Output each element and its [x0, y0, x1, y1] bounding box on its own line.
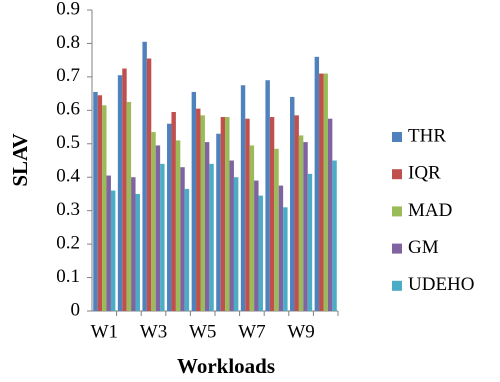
- legend-label: MAD: [408, 200, 452, 221]
- bar: [126, 101, 132, 311]
- bar: [332, 160, 337, 311]
- bar: [323, 73, 328, 312]
- y-tick-label: 0.4: [56, 166, 80, 187]
- y-tick-label: 0.7: [56, 65, 80, 86]
- bar: [171, 112, 176, 311]
- legend-label: THR: [408, 125, 446, 146]
- bar: [167, 123, 172, 311]
- bar: [160, 163, 165, 311]
- bar: [175, 140, 181, 311]
- y-tick-label: 0.6: [56, 99, 80, 120]
- bar: [319, 73, 324, 312]
- y-tick-label: 0.1: [56, 266, 80, 287]
- bar: [102, 105, 107, 311]
- bar: [184, 188, 190, 311]
- bar: [93, 91, 98, 311]
- bar: [142, 41, 147, 312]
- bar: [106, 175, 111, 311]
- bar: [131, 177, 136, 311]
- bar: [135, 193, 140, 311]
- x-tick-label: W5: [189, 321, 216, 342]
- bar: [200, 115, 205, 311]
- bar: [209, 163, 214, 311]
- y-axis-label: SLAV: [8, 133, 32, 186]
- bar: [307, 173, 313, 311]
- bar: [290, 96, 295, 311]
- x-tick-label: W3: [140, 321, 167, 342]
- bar: [97, 95, 103, 312]
- y-tick-label: 0.9: [56, 0, 80, 19]
- x-axis-label: Workloads: [177, 354, 275, 378]
- x-tick-label: W7: [238, 321, 265, 342]
- legend-swatch: [392, 243, 402, 254]
- legend-label: UDEHO: [408, 274, 475, 295]
- y-tick-label: 0.5: [56, 132, 80, 153]
- bar: [117, 75, 123, 311]
- x-tick-label: W9: [287, 321, 314, 342]
- bar: [122, 68, 127, 312]
- y-tick-label: 0.3: [56, 199, 80, 220]
- bar: [191, 91, 197, 311]
- bar: [196, 108, 201, 312]
- legend-swatch: [392, 169, 402, 180]
- x-tick-label: W1: [91, 321, 118, 342]
- bar: [204, 142, 210, 311]
- bar: [245, 118, 250, 311]
- bar: [225, 117, 230, 312]
- bar: [110, 190, 116, 311]
- legend-swatch: [392, 206, 402, 217]
- bar: [180, 167, 185, 311]
- bar: [265, 80, 270, 311]
- bar: [294, 115, 299, 311]
- bar: [240, 85, 246, 311]
- bar: [269, 117, 275, 312]
- bar: [155, 145, 161, 311]
- y-tick-label: 0.2: [56, 232, 80, 253]
- bar: [298, 135, 304, 311]
- legend-swatch: [392, 280, 402, 291]
- bar: [274, 148, 279, 311]
- bar: [283, 207, 288, 311]
- bar: [233, 177, 239, 311]
- bar: [278, 185, 284, 311]
- y-tick-label: 0.8: [56, 32, 80, 53]
- bar: [229, 160, 234, 311]
- bar: [249, 145, 255, 311]
- y-tick-label: 0: [71, 299, 81, 320]
- bar: [314, 56, 320, 312]
- bar: [254, 180, 259, 311]
- bar: [151, 132, 156, 311]
- bar: [258, 195, 263, 311]
- legend-label: GM: [408, 237, 439, 258]
- legend-swatch: [392, 132, 402, 142]
- bar: [216, 133, 221, 311]
- legend-label: IQR: [408, 163, 441, 184]
- bar: [220, 117, 226, 312]
- bar: [146, 58, 152, 311]
- bar: [327, 118, 333, 311]
- bar: [303, 142, 308, 311]
